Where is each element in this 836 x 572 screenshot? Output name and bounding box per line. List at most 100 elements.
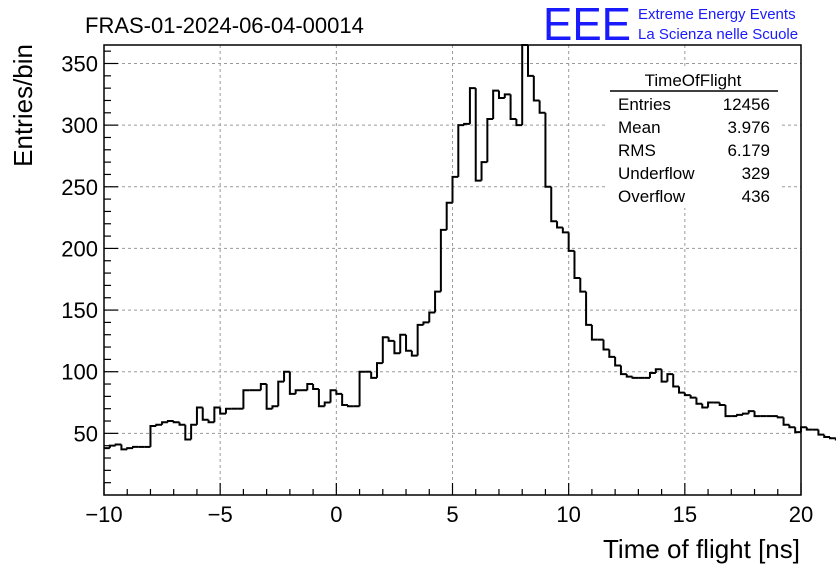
histogram-bin — [503, 93, 511, 99]
x-tick-label: 5 — [446, 502, 458, 527]
histogram-bin — [329, 389, 337, 403]
y-tick-label: 350 — [61, 51, 98, 76]
histogram-bin — [689, 395, 697, 399]
histogram-bin — [579, 278, 587, 293]
histogram-bin — [556, 221, 563, 229]
histogram-bin — [590, 324, 598, 341]
histogram-bin — [619, 365, 627, 376]
histogram-bin — [683, 392, 691, 397]
histogram-bin — [817, 429, 825, 436]
stats-value-rms: 6.179 — [727, 141, 770, 160]
histogram-bin — [294, 389, 302, 394]
stats-value-overflow: 436 — [742, 187, 770, 206]
histogram-bin — [219, 407, 226, 415]
stats-label-underflow: Underflow — [618, 164, 695, 183]
histogram-bin — [718, 402, 726, 406]
histogram-bin — [701, 403, 709, 409]
histogram-bin — [788, 424, 796, 429]
histogram-bin — [747, 410, 755, 414]
stats-value-underflow: 329 — [742, 164, 770, 183]
histogram-bin — [155, 423, 163, 426]
histogram-bin — [805, 427, 813, 431]
histogram-bin — [648, 371, 656, 378]
histogram-bin — [288, 371, 296, 395]
histogram-bin — [132, 445, 139, 449]
x-tick-label: −5 — [208, 502, 233, 527]
histogram-bin — [823, 434, 831, 439]
histogram-bin — [567, 232, 575, 252]
y-tick-label: 300 — [61, 113, 98, 138]
histogram-bin — [114, 443, 122, 446]
histogram-bin — [161, 421, 168, 425]
histogram-bin — [486, 117, 494, 163]
x-tick-label: 10 — [556, 502, 580, 527]
histogram-bin — [306, 383, 314, 391]
histogram-bin — [375, 362, 383, 378]
histogram-bin — [724, 405, 732, 418]
histogram-bin — [259, 383, 267, 391]
histogram-bin — [312, 384, 319, 390]
histogram-bin — [544, 112, 552, 188]
histogram-bin — [625, 374, 633, 378]
histogram-bin — [829, 437, 836, 440]
histogram-bin — [399, 333, 407, 354]
histogram-bin — [463, 122, 470, 126]
stats-label-overflow: Overflow — [618, 187, 686, 206]
histogram-bin — [445, 201, 453, 230]
histogram-bin — [323, 401, 331, 407]
stats-label-entries: Entries — [618, 95, 671, 114]
histogram-bin — [573, 250, 581, 280]
y-tick-label: 100 — [61, 360, 98, 385]
histogram-bin — [428, 311, 436, 323]
plot-title: FRAS-01-2024-06-04-00014 — [85, 13, 364, 38]
histogram-bin — [149, 424, 157, 447]
histogram-bin — [654, 368, 662, 373]
axes: −10 −5 0 5 10 15 20 50 100 150 200 250 300 350 — [61, 44, 813, 527]
histogram-bin — [707, 401, 714, 408]
histogram-bin — [277, 380, 285, 407]
histogram-bin — [178, 422, 186, 426]
histogram-bin — [190, 423, 197, 440]
histogram-bin — [660, 369, 668, 383]
histogram-bin — [184, 424, 192, 441]
histogram-bin — [532, 75, 540, 102]
y-tick-label: 250 — [61, 175, 98, 200]
histogram-bin — [283, 370, 290, 382]
histogram-bin — [166, 420, 174, 423]
histogram-bin — [602, 339, 610, 351]
histogram-bin — [736, 413, 743, 417]
x-axis-title: Time of flight [ns] — [603, 534, 800, 564]
histogram-bin — [126, 447, 134, 450]
histogram-bin — [515, 118, 523, 127]
histogram-series — [104, 44, 836, 451]
stats-box-title: TimeOfFlight — [645, 71, 742, 90]
histogram-bin — [358, 370, 366, 407]
histogram-bin — [265, 384, 273, 410]
histogram-bin — [439, 228, 447, 292]
histogram-bin — [195, 406, 203, 425]
histogram-bin — [422, 321, 430, 325]
histogram-bin — [538, 100, 546, 114]
eee-logo-line1: Extreme Energy Events — [638, 6, 796, 23]
histogram-bin — [457, 124, 465, 177]
histogram-bin — [213, 406, 221, 423]
histogram-bin — [550, 186, 558, 223]
histogram-bin — [341, 393, 348, 406]
histogram-bin — [614, 356, 621, 367]
histogram-bin — [741, 412, 749, 415]
histogram-bin — [753, 411, 761, 418]
histogram-bin — [172, 421, 180, 424]
histogram-bin — [405, 334, 412, 352]
histogram-bin — [782, 417, 790, 426]
histogram-bin — [794, 427, 801, 434]
histogram-bin — [393, 340, 401, 355]
histogram-bin — [271, 405, 279, 409]
histogram-bin — [317, 388, 325, 408]
histogram-bin — [468, 87, 476, 124]
histogram-bin — [672, 374, 680, 388]
histogram-bin — [335, 390, 343, 395]
histogram-bin — [387, 337, 395, 342]
histogram-bin — [474, 88, 482, 182]
histogram-bin — [416, 323, 424, 356]
